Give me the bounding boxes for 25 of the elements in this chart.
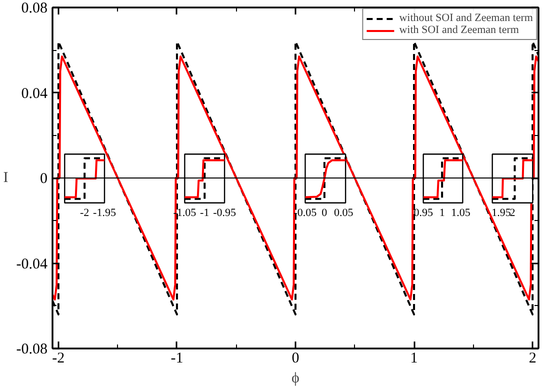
y-tick-label: 0.04 [21,86,48,102]
x-tick-label: 0 [322,206,328,219]
x-tick-label: 1.05 [451,206,471,219]
x-tick-label: -1.95 [93,206,116,219]
x-tick-label: 2 [528,350,536,366]
y-tick-label: -0.08 [16,342,48,358]
x-tick-label: 2 [510,206,516,219]
legend-label: with SOI and Zeeman term [399,24,519,36]
x-tick-label: -0.95 [213,206,236,219]
x-tick-label: -1 [200,206,210,219]
y-tick-label: 0 [40,171,48,187]
legend-label: without SOI and Zeeman term [399,12,533,24]
y-tick-label: -0.04 [16,256,48,272]
x-tick-label: -2 [80,206,90,219]
x-tick-label: 1.95 [492,206,512,219]
x-tick-label: 0 [292,350,300,366]
x-tick-label: 1 [439,206,445,219]
x-tick-label: -2 [52,350,65,366]
x-axis-title: ϕ [292,370,300,386]
y-axis-title: I [3,170,8,186]
x-tick-label: -1 [170,350,184,366]
y-tick-label: 0.08 [21,0,48,16]
x-tick-label: 1 [410,350,418,366]
x-tick-label: 0.05 [334,206,354,219]
x-tick-label: 0.95 [414,206,434,219]
